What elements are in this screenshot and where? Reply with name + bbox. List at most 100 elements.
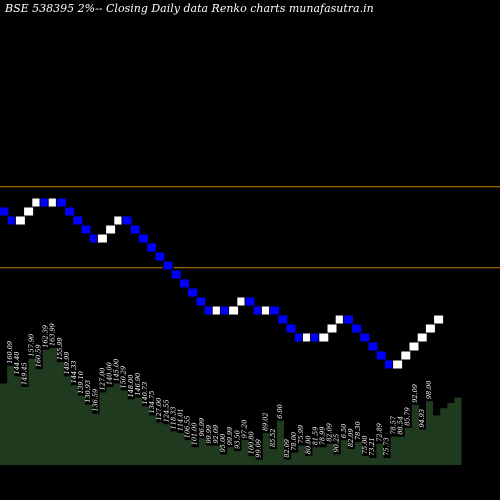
down-brick <box>277 314 289 325</box>
volume-label: 75.73 <box>382 437 390 456</box>
volume-label: 6.00 <box>276 404 284 418</box>
volume-label: 94.93 <box>418 409 426 428</box>
volume-label: 78.99 <box>319 427 327 446</box>
down-brick <box>285 323 297 334</box>
volume-label: 99.09 <box>255 439 263 458</box>
up-brick <box>392 359 404 370</box>
volume-label: 140.73 <box>141 382 149 405</box>
volume-label: 146.90 <box>134 373 142 396</box>
volume-label: 81.59 <box>311 427 319 446</box>
volume-label: 114.01 <box>177 408 185 431</box>
volume-label: 95.00 <box>219 434 227 453</box>
volume-label: 106.55 <box>184 415 192 438</box>
volume-label: 149.45 <box>20 362 28 385</box>
volume-label: 100.80 <box>248 431 256 454</box>
volume-label: 78.57 <box>390 415 398 434</box>
volume-label: 85.79 <box>404 407 412 426</box>
level-lines <box>0 186 500 269</box>
volume-label: 124.55 <box>162 399 170 422</box>
down-brick <box>375 350 387 361</box>
up-brick <box>228 305 240 316</box>
volume-area-path <box>0 348 462 465</box>
volume-label: 92.09 <box>212 425 220 444</box>
volume-label: 88.54 <box>397 416 405 435</box>
down-brick <box>121 215 133 226</box>
volume-label: 99.99 <box>226 427 234 446</box>
volume-label: 78.30 <box>354 421 362 440</box>
up-brick <box>408 341 420 352</box>
volume-label: 136.59 <box>91 389 99 412</box>
volume-label: 72.89 <box>375 423 383 442</box>
volume-label: 162.39 <box>42 325 50 348</box>
volume-label: 157.90 <box>27 334 35 357</box>
volume-label: 78.00 <box>290 432 298 451</box>
volume-label: 93.50 <box>233 430 241 449</box>
renko-bricks <box>0 197 445 370</box>
volume-label: 6.50 <box>340 424 348 438</box>
volume-label: 155.99 <box>56 337 64 360</box>
down-brick <box>359 332 371 343</box>
volume-label: 75.00 <box>361 436 369 455</box>
volume-label: 75.99 <box>297 425 305 444</box>
up-brick <box>433 314 445 325</box>
down-brick <box>55 197 67 208</box>
up-brick <box>400 350 412 361</box>
volume-label: 139.10 <box>77 371 85 394</box>
volume-label: 80.00 <box>304 436 312 455</box>
volume-label: 96.99 <box>198 418 206 437</box>
down-brick <box>146 242 158 253</box>
chart-title: BSE 538395 2%-- Closing Daily data Renko… <box>4 2 374 15</box>
up-brick <box>96 233 108 244</box>
up-brick <box>14 215 26 226</box>
volume-label: 144.33 <box>70 360 78 383</box>
volume-area <box>0 348 462 465</box>
volume-label: 118.33 <box>169 407 177 430</box>
down-brick <box>72 215 84 226</box>
volume-label: 99.99 <box>205 425 213 444</box>
down-brick <box>80 224 92 235</box>
volume-label: 101.00 <box>191 423 199 446</box>
down-brick <box>64 206 76 217</box>
volume-label: 82.09 <box>326 423 334 442</box>
volume-label: 89.02 <box>262 412 270 431</box>
volume-label: 127.00 <box>155 398 163 421</box>
up-brick <box>424 323 436 334</box>
volume-label: 130.93 <box>84 380 92 403</box>
down-brick <box>195 296 207 307</box>
volume-label: 82.09 <box>283 439 291 458</box>
up-brick <box>326 323 338 334</box>
up-brick <box>105 224 117 235</box>
volume-label: 144.40 <box>13 352 21 375</box>
volume-label: 148.00 <box>127 375 135 398</box>
up-brick <box>318 332 330 343</box>
volume-label: 82.09 <box>347 428 355 447</box>
down-brick <box>367 341 379 352</box>
down-brick <box>351 323 363 334</box>
volume-label: 92.09 <box>411 384 419 403</box>
down-brick <box>154 251 166 262</box>
volume-label: 163.99 <box>49 323 57 346</box>
volume-label: 127.00 <box>98 368 106 391</box>
down-brick <box>129 224 141 235</box>
down-brick <box>244 296 256 307</box>
down-brick <box>178 278 190 289</box>
volume-label: 97.20 <box>240 420 248 439</box>
down-brick <box>269 305 281 316</box>
volume-label: 149.99 <box>63 352 71 375</box>
volume-label: 145.00 <box>113 359 121 382</box>
down-brick <box>170 269 182 280</box>
down-brick <box>187 287 199 298</box>
volume-label: 73.21 <box>368 437 376 456</box>
up-brick <box>416 332 428 343</box>
volume-label: 85.52 <box>269 428 277 447</box>
volume-label: 134.75 <box>148 391 156 414</box>
down-brick <box>137 233 149 244</box>
volume-label: 90.25 <box>333 434 341 453</box>
down-brick <box>0 206 10 217</box>
up-brick <box>23 206 35 217</box>
volume-label: 150.29 <box>120 366 128 389</box>
down-brick <box>162 260 174 271</box>
volume-label: 98.00 <box>425 381 433 400</box>
